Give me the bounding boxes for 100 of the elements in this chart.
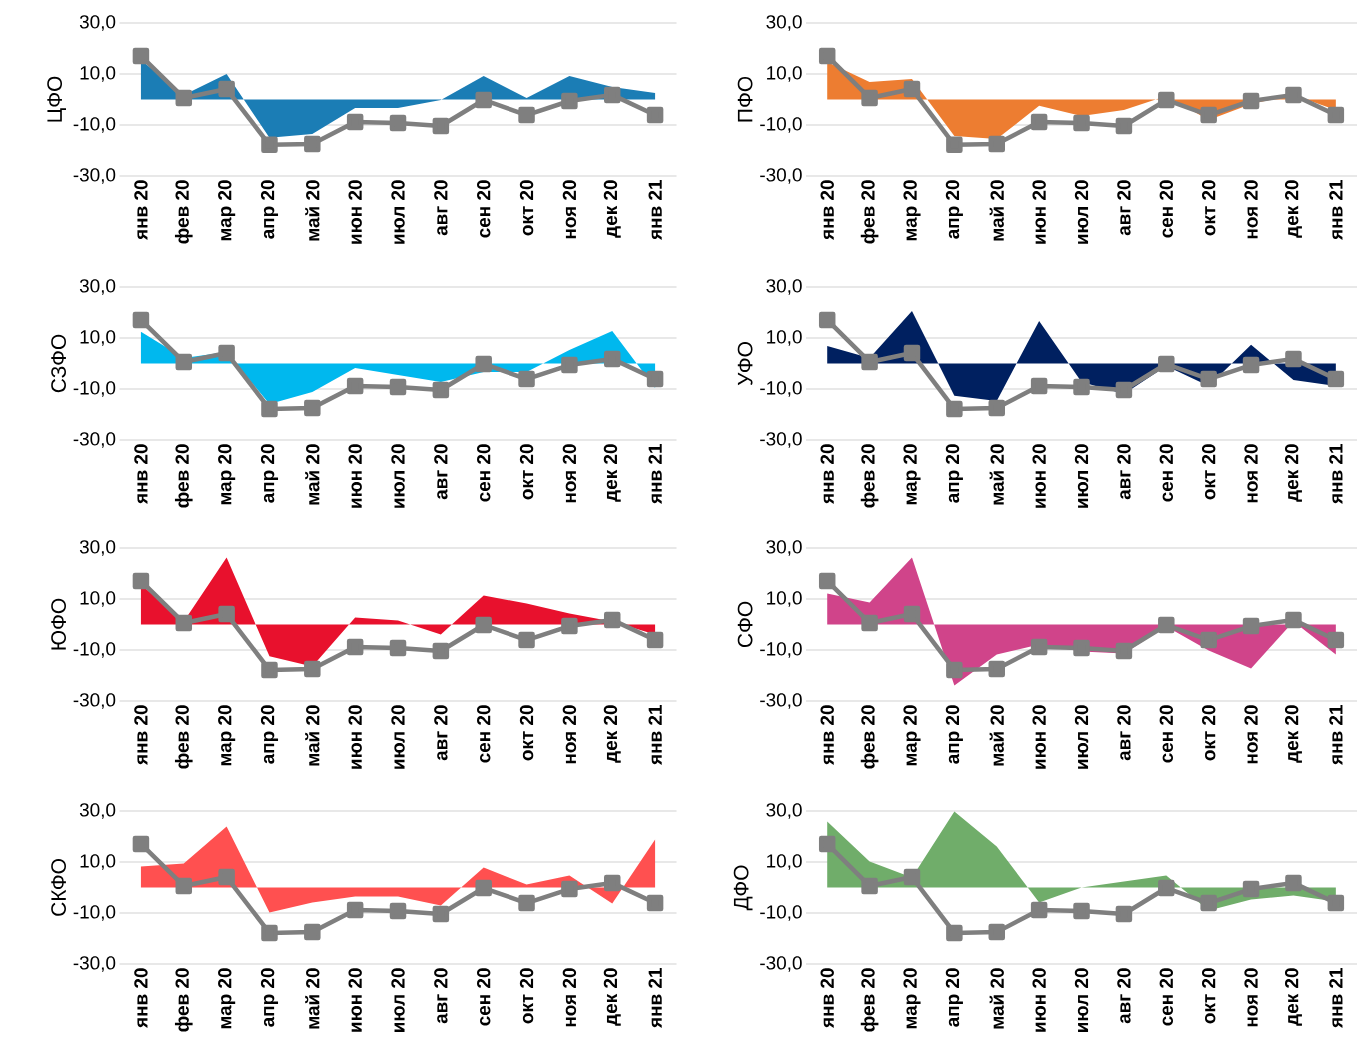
x-tick-label: фев 20 xyxy=(860,968,879,1032)
x-tick-label: авг 20 xyxy=(1117,968,1131,1024)
x-tick-label: дек 20 xyxy=(1284,180,1302,238)
point xyxy=(346,113,364,131)
point xyxy=(1327,631,1345,649)
x-tick-label: янв 21 xyxy=(1329,705,1343,765)
y-axis-title: ДФО xyxy=(733,865,753,911)
point xyxy=(1030,638,1048,656)
point xyxy=(261,661,278,679)
point xyxy=(561,880,578,898)
point xyxy=(475,616,492,634)
point xyxy=(903,868,921,886)
y-tick-label: 30,0 xyxy=(79,540,116,556)
point xyxy=(988,923,1006,941)
point xyxy=(132,311,150,329)
x-tick-label: авг 20 xyxy=(1117,180,1131,236)
y-tick-label: -10,0 xyxy=(760,381,802,397)
x-tick-label: фев 20 xyxy=(174,968,193,1032)
y-axis-title: СКФО xyxy=(51,859,66,916)
point xyxy=(1115,117,1133,135)
y-axis-title: ПФО xyxy=(737,76,753,122)
x-tick-label: май 20 xyxy=(989,705,1004,766)
point xyxy=(475,879,492,897)
point xyxy=(646,631,664,649)
x-tick-label: янв 21 xyxy=(648,705,662,765)
y-tick-label: -30,0 xyxy=(73,432,116,448)
point xyxy=(389,902,407,920)
point xyxy=(261,924,278,942)
point xyxy=(1073,639,1090,657)
y-tick-label: 30,0 xyxy=(79,15,116,31)
x-tick-label: июн 20 xyxy=(348,444,362,508)
y-tick-label: -10,0 xyxy=(760,117,802,133)
point xyxy=(175,89,193,107)
point xyxy=(946,400,963,418)
x-tick-label: янв 21 xyxy=(648,180,662,240)
point xyxy=(132,572,150,590)
y-tick-label: -10,0 xyxy=(73,117,116,133)
x-tick-label: дек 20 xyxy=(603,705,621,763)
x-tick-label: мар 20 xyxy=(903,968,921,1029)
y-axis-title: СЗФО xyxy=(51,334,66,393)
point xyxy=(132,835,150,853)
x-tick-label: янв 20 xyxy=(820,180,834,240)
point xyxy=(261,400,278,418)
x-tick-label: окт 20 xyxy=(1201,705,1216,761)
point xyxy=(1200,894,1217,912)
x-tick-label: фев 20 xyxy=(860,444,879,508)
x-tick-label: апр 20 xyxy=(945,968,963,1027)
point xyxy=(1242,880,1260,898)
point xyxy=(346,638,364,656)
y-tick-label: -10,0 xyxy=(760,642,802,658)
y-tick-label: -30,0 xyxy=(760,432,802,448)
x-tick-label: фев 20 xyxy=(860,705,879,769)
x-tick-label: апр 20 xyxy=(945,444,963,503)
point xyxy=(903,344,921,362)
x-tick-label: янв 20 xyxy=(820,444,834,504)
x-tick-label: апр 20 xyxy=(260,444,279,503)
y-tick-label: 10,0 xyxy=(80,591,116,607)
x-tick-label: июн 20 xyxy=(1032,705,1046,769)
y-tick-label: 30,0 xyxy=(766,540,802,556)
point xyxy=(1285,611,1302,629)
y-tick-label: -10,0 xyxy=(73,905,116,921)
y-tick-label: 10,0 xyxy=(767,854,802,870)
x-tick-label: май 20 xyxy=(989,444,1004,505)
x-tick-label: ноя 20 xyxy=(562,968,577,1027)
x-tick-label: дек 20 xyxy=(1284,968,1302,1026)
x-tick-label: ноя 20 xyxy=(562,180,577,239)
x-tick-label: окт 20 xyxy=(519,444,534,500)
point xyxy=(1200,370,1217,388)
x-tick-label: авг 20 xyxy=(1117,705,1131,761)
point xyxy=(432,905,450,923)
point xyxy=(218,868,235,886)
point xyxy=(1115,381,1133,399)
x-tick-label: июл 20 xyxy=(391,444,405,508)
y-axis-title: ЮФО xyxy=(51,598,66,650)
point xyxy=(1242,356,1260,374)
point xyxy=(432,117,450,135)
x-tick-label: сен 20 xyxy=(477,180,491,238)
point xyxy=(518,106,535,124)
x-tick-label: авг 20 xyxy=(1117,444,1131,500)
y-axis-title: СФО xyxy=(737,601,753,648)
point xyxy=(1327,106,1345,124)
point xyxy=(561,617,578,635)
x-tick-label: мар 20 xyxy=(218,705,236,766)
x-tick-label: окт 20 xyxy=(519,180,534,236)
y-tick-label: -10,0 xyxy=(760,905,802,921)
x-tick-label: июн 20 xyxy=(348,968,362,1032)
x-tick-label: янв 20 xyxy=(134,705,148,765)
x-tick-label: май 20 xyxy=(305,968,320,1029)
y-tick-label: 30,0 xyxy=(766,803,802,819)
x-tick-label: июл 20 xyxy=(1074,968,1089,1032)
point xyxy=(518,631,535,649)
point xyxy=(1285,350,1302,368)
x-tick-label: сен 20 xyxy=(477,705,491,763)
point xyxy=(518,370,535,388)
point xyxy=(218,344,235,362)
point xyxy=(646,370,664,388)
point xyxy=(1285,86,1302,104)
point xyxy=(861,89,878,107)
x-tick-label: окт 20 xyxy=(1201,180,1216,236)
y-tick-label: -10,0 xyxy=(73,642,116,658)
